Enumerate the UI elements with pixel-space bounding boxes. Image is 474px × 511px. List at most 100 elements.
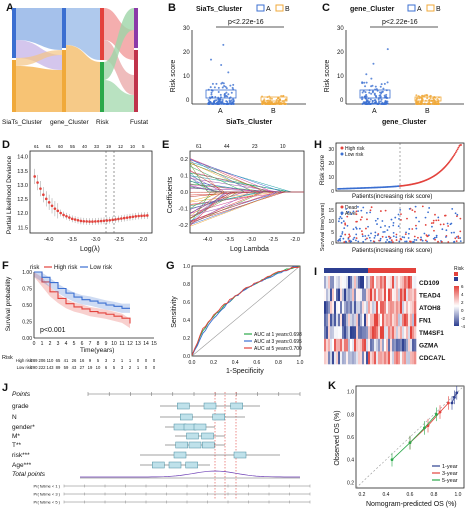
survival-point [398,217,400,220]
x-tick: 0.8 [275,360,282,366]
risk-count: 290 [31,365,39,370]
survival-point [381,220,384,222]
heatmap-cell [336,313,339,327]
cv-point [70,217,74,221]
data-point [374,85,377,88]
data-point [217,91,220,94]
data-point [418,97,421,100]
data-point [427,102,430,105]
survival-point [347,211,350,213]
y-tick: 0.75 [22,287,32,293]
survival-point [454,237,457,240]
cv-point [99,219,103,223]
heatmap-cell [406,351,409,365]
heatmap-cell [364,288,367,302]
data-point [214,95,217,98]
heatmap-cell [380,288,383,302]
x-axis-label: Nomogram-predicted OS (%) [366,501,457,508]
data-point [364,85,367,88]
data-point [270,97,273,100]
heatmap-cell [346,338,349,352]
heatmap-cell [390,301,393,315]
y-tick: 0.50 [22,303,32,309]
box-b [260,96,288,102]
calibration-point [453,395,456,399]
heatmap-cell [332,338,335,352]
data-point [371,90,374,93]
survival-point [373,237,376,239]
risk-point [454,151,457,154]
heatmap-cell [396,313,399,327]
data-point [265,102,268,105]
heatmap-cell [326,301,329,315]
risk-count: 89 [56,365,61,370]
roc-curve [191,266,301,356]
legend-label: A [417,6,422,13]
level-box [212,413,225,421]
heatmap-cell [330,351,333,365]
heatmap-cell [368,276,371,289]
survival-point [376,223,378,225]
survival-point [455,236,458,238]
heatmap-cell [396,338,399,352]
coef-path [189,191,304,209]
y-tick: 13.5 [17,169,28,175]
survival-point [337,220,340,223]
cv-point [62,213,65,217]
legend-title: Risk [454,266,464,272]
data-point [276,97,279,100]
cv-point [59,211,62,215]
x-tick: 15 [151,341,157,347]
heatmap-cell [360,351,363,365]
heatmap-cell [392,351,395,365]
survival-point [401,236,404,238]
sankey-axis-label: gene_Cluster [50,119,89,126]
heatmap-cell [354,338,357,352]
x-tick: A [372,108,377,115]
jitter-points [361,48,441,105]
top-tick: 60 [58,144,64,149]
heatmap-cell [408,288,411,302]
data-point [280,102,283,105]
y-tick: 30 [337,26,344,32]
heatmap-cell [340,276,343,289]
p-value: p<2.22e-16 [382,19,418,26]
heatmap-cell [344,301,347,315]
survival-point [432,219,435,222]
heatmap-cell [384,338,387,352]
cv-point [140,214,143,218]
risk-count: 5 [97,358,100,363]
data-point [373,99,376,102]
top-tick: 44 [224,144,230,150]
heatmap-cell [362,313,365,327]
y-axis-label: Observed OS (%) [334,410,341,465]
colorbar-ticks: 6 4 2 0 -2 -4 [461,284,465,329]
flow-low-alive [104,80,134,112]
data-point [224,85,227,88]
data-point [283,102,286,105]
colorbar-tick: -2 [461,316,465,321]
heatmap-cell [368,301,371,315]
heatmap-cell [414,288,417,302]
survival-point [437,216,440,219]
data-point [432,97,435,100]
survival-point [355,227,358,230]
survival-point [404,233,407,236]
x-tick: -3.5 [225,237,234,243]
sankey-axis-label: SiaTs_Cluster [2,119,43,126]
data-point [415,94,418,97]
x-tick: 1.0 [455,492,462,498]
heatmap-cell [328,338,331,352]
heatmap-cell [350,338,353,352]
data-point [375,95,378,98]
heatmap-cell [414,351,417,365]
survival-point [357,240,360,243]
heatmap-cell [344,276,347,289]
risk-count: 59 [64,365,69,370]
legend-swatch-b [426,4,435,12]
data-point [225,94,228,97]
row-label: Total points [12,471,46,478]
heatmap-cell [400,301,403,315]
data-point [384,102,387,105]
cv-point [134,215,138,218]
